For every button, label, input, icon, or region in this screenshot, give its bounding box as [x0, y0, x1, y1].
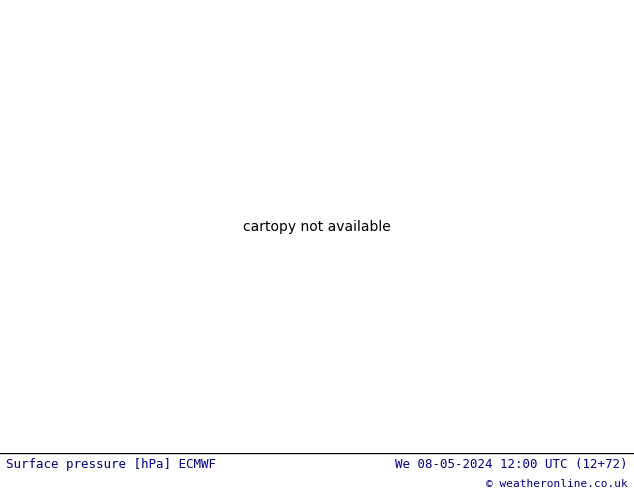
Text: Surface pressure [hPa] ECMWF: Surface pressure [hPa] ECMWF [6, 458, 216, 471]
Text: We 08-05-2024 12:00 UTC (12+72): We 08-05-2024 12:00 UTC (12+72) [395, 458, 628, 471]
Text: cartopy not available: cartopy not available [243, 220, 391, 234]
Text: © weatheronline.co.uk: © weatheronline.co.uk [486, 480, 628, 490]
